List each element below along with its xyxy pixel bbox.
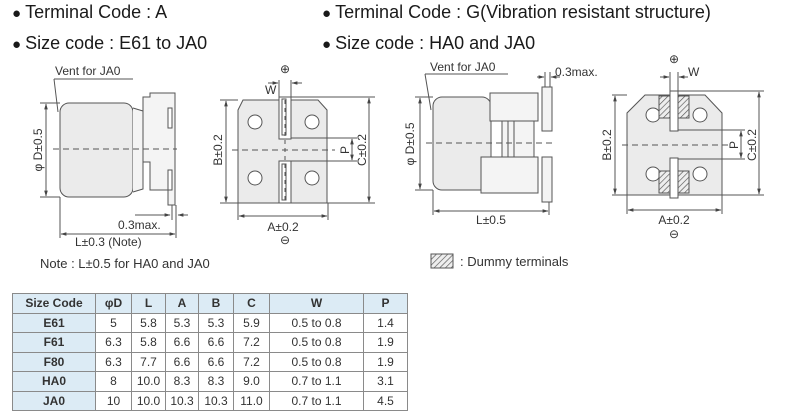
dim-l-label: L±0.5	[476, 213, 506, 227]
table-cell: 6.6	[198, 332, 234, 353]
vent-label: Vent for JA0	[430, 60, 496, 74]
table-cell: 4.5	[363, 390, 408, 411]
bottom-view-a	[220, 80, 375, 220]
table-cell: 7.2	[233, 332, 270, 353]
table-header-row: Size Code φD L A B C W P	[12, 293, 408, 314]
heading-text: Size code : HA0 and JA0	[335, 33, 536, 53]
negative-icon: ⊖	[280, 233, 290, 247]
table-cell: 8.3	[165, 371, 199, 392]
table-cell: 0.5 to 0.8	[269, 351, 364, 372]
dim-b-label: B±0.2	[600, 129, 614, 161]
table-cell: 7.2	[233, 351, 270, 372]
table-cell: 10	[95, 390, 132, 411]
table-cell: 5.8	[131, 332, 166, 353]
side-view-a	[40, 78, 188, 238]
table-cell: 9.0	[233, 371, 270, 392]
size-code-cell: E61	[12, 312, 96, 333]
table-cell: 5.9	[233, 312, 270, 333]
table-cell: 0.5 to 0.8	[269, 312, 364, 333]
heading-text: Terminal Code : G(Vibration resistant st…	[335, 2, 711, 22]
dim-l-label: L±0.3 (Note)	[75, 235, 142, 249]
table-cell: 11.0	[233, 390, 270, 411]
column-header: Size Code	[12, 293, 96, 314]
table-cell: 6.6	[165, 332, 199, 353]
dummy-terminal-legend-swatch	[430, 253, 454, 269]
dim-a-label: A±0.2	[267, 220, 299, 234]
table-cell: 0.7 to 1.1	[269, 390, 364, 411]
negative-icon: ⊖	[669, 227, 679, 241]
dimensions-table: Size Code φD L A B C W P E61 5 5.8 5.3 5.3 5.9 0.5 to…	[12, 293, 408, 411]
dimension-drawings: Vent for JA0 φ D±0.5 0.3max. L±0.3 (Note…	[31, 52, 764, 271]
positive-icon: ⊕	[280, 62, 290, 76]
heading-terminal-a: ● Terminal Code : A	[12, 2, 168, 22]
dim-p-label: P	[338, 146, 352, 154]
positive-icon: ⊕	[669, 52, 679, 66]
heading-size-left: ● Size code : E61 to JA0	[12, 33, 208, 53]
table-cell: 0.7 to 1.1	[269, 371, 364, 392]
table-cell: 8	[95, 371, 132, 392]
column-header: P	[363, 293, 408, 314]
table-cell: 5.8	[131, 312, 166, 333]
vent-label: Vent for JA0	[55, 64, 121, 78]
table-row: F80 6.3 7.7 6.6 6.6 7.2 0.5 to 0.8 1.9	[12, 351, 408, 372]
table-cell: 10.3	[198, 390, 234, 411]
table-row: F61 6.3 5.8 6.6 6.6 7.2 0.5 to 0.8 1.9	[12, 332, 408, 353]
dim-w-label: W	[688, 65, 700, 79]
size-code-cell: HA0	[12, 371, 96, 392]
bottom-view-g	[612, 72, 764, 214]
table-cell: 5	[95, 312, 132, 333]
table-cell: 5.3	[198, 312, 234, 333]
dim-p-label: P	[727, 141, 741, 149]
dim-b-label: B±0.2	[211, 134, 225, 166]
table-row: E61 5 5.8 5.3 5.3 5.9 0.5 to 0.8 1.4	[12, 312, 408, 333]
dim-d-label: φ D±0.5	[403, 122, 417, 165]
column-header: φD	[95, 293, 132, 314]
table-cell: 10.3	[165, 390, 199, 411]
table-cell: 1.4	[363, 312, 408, 333]
size-code-cell: JA0	[12, 390, 96, 411]
heading-size-right: ● Size code : HA0 and JA0	[322, 33, 536, 53]
column-header: L	[131, 293, 166, 314]
column-header: W	[269, 293, 364, 314]
table-cell: 6.6	[198, 351, 234, 372]
table-cell: 10.0	[131, 371, 166, 392]
dim-c-label: C±0.2	[355, 134, 369, 166]
table-cell: 6.6	[165, 351, 199, 372]
table-cell: 1.9	[363, 332, 408, 353]
table-cell: 5.3	[165, 312, 199, 333]
dim-c-label: C±0.2	[745, 129, 759, 161]
table-cell: 1.9	[363, 351, 408, 372]
table-cell: 6.3	[95, 351, 132, 372]
table-cell: 7.7	[131, 351, 166, 372]
size-code-cell: F61	[12, 332, 96, 353]
dummy-terminal-legend: : Dummy terminals	[460, 254, 569, 269]
dim-w-label: W	[265, 83, 277, 97]
side-view-g	[415, 72, 560, 215]
table-cell: 3.1	[363, 371, 408, 392]
dim-max-label: 0.3max.	[118, 218, 161, 232]
column-header: C	[233, 293, 270, 314]
heading-text: Size code : E61 to JA0	[25, 33, 208, 53]
heading-text: Terminal Code : A	[25, 2, 168, 22]
dim-max-label: 0.3max.	[555, 65, 598, 79]
table-cell: 10.0	[131, 390, 166, 411]
note-text: Note : L±0.5 for HA0 and JA0	[40, 256, 210, 271]
dim-d-label: φ D±0.5	[31, 128, 45, 171]
table-cell: 0.5 to 0.8	[269, 332, 364, 353]
table-row: HA0 8 10.0 8.3 8.3 9.0 0.7 to 1.1 3.1	[12, 371, 408, 392]
heading-terminal-g: ● Terminal Code : G(Vibration resistant s…	[322, 2, 711, 22]
table-cell: 8.3	[198, 371, 234, 392]
table-row: JA0 10 10.0 10.3 10.3 11.0 0.7 to 1.1 4.5	[12, 390, 408, 411]
column-header: B	[198, 293, 234, 314]
dim-a-label: A±0.2	[658, 213, 690, 227]
size-code-cell: F80	[12, 351, 96, 372]
column-header: A	[165, 293, 199, 314]
table-cell: 6.3	[95, 332, 132, 353]
